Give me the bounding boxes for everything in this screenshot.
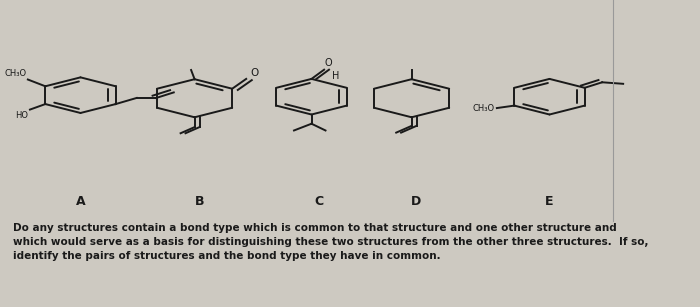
Text: CH₃O: CH₃O: [4, 69, 27, 78]
Text: B: B: [195, 195, 204, 208]
Text: C: C: [314, 195, 323, 208]
Text: O: O: [251, 68, 258, 78]
Text: E: E: [545, 195, 554, 208]
Text: HO: HO: [15, 111, 29, 119]
Text: O: O: [325, 58, 332, 68]
Text: H: H: [332, 71, 340, 81]
Text: CH₃O: CH₃O: [473, 103, 495, 113]
Text: A: A: [76, 195, 85, 208]
Text: Do any structures contain a bond type which is common to that structure and one : Do any structures contain a bond type wh…: [13, 223, 648, 261]
Text: D: D: [412, 195, 421, 208]
